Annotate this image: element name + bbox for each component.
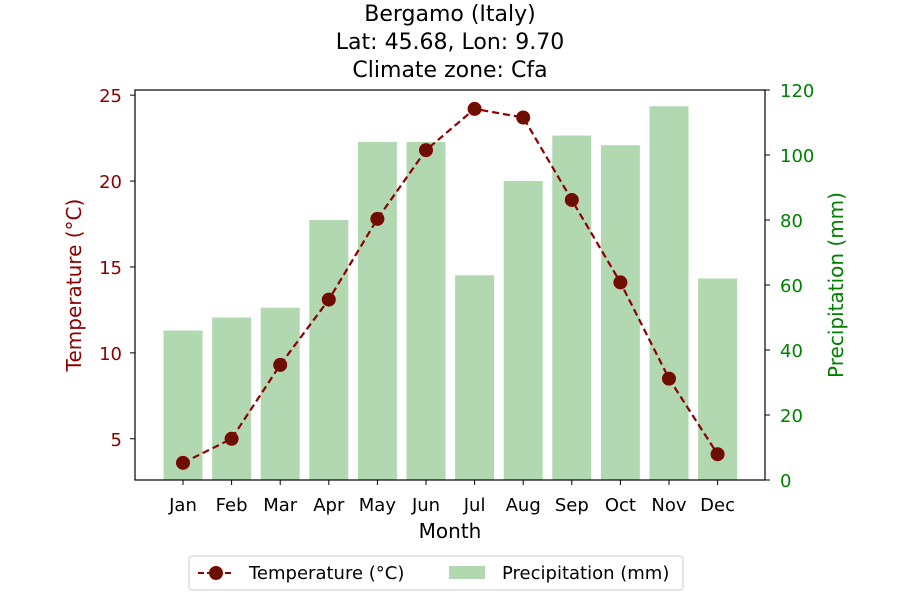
precipitation-bar-jan xyxy=(163,330,203,480)
right-tick-label: 120 xyxy=(780,81,814,102)
precipitation-bar-aug xyxy=(503,181,543,480)
precipitation-bar-sep xyxy=(552,135,592,480)
left-tick-label: 10 xyxy=(99,344,122,365)
temperature-line xyxy=(176,101,725,470)
legend-temperature-label: Temperature (°C) xyxy=(248,563,404,584)
x-axis-label: Month xyxy=(419,519,482,543)
left-tick-label: 20 xyxy=(99,172,122,193)
precipitation-bar-mar xyxy=(260,307,300,480)
x-tick-label: Dec xyxy=(700,495,735,516)
precipitation-bar-feb xyxy=(212,317,252,480)
temperature-point-jan xyxy=(176,455,190,470)
right-tick-label: 40 xyxy=(780,341,803,362)
temperature-point-nov xyxy=(662,371,676,386)
chart-title-line-1: Bergamo (Italy) xyxy=(364,2,536,27)
x-tick-label: Mar xyxy=(263,495,298,516)
right-axis-ticks: 0 20 40 60 80 100 120 xyxy=(765,81,814,492)
x-tick-label: Jun xyxy=(411,495,440,516)
right-tick-label: 0 xyxy=(780,471,791,492)
legend: Temperature (°C) Precipitation (mm) xyxy=(188,555,684,591)
left-tick-label: 5 xyxy=(111,430,122,451)
left-axis-ticks: 5 10 15 20 25 xyxy=(99,86,135,451)
x-tick-label: Oct xyxy=(605,495,636,516)
x-tick-label: May xyxy=(359,495,397,516)
precipitation-bar-apr xyxy=(309,220,349,480)
x-tick-label: Sep xyxy=(555,495,589,516)
temperature-point-mar xyxy=(273,357,288,372)
x-tick-label: Aug xyxy=(506,495,541,516)
chart-title-line-3: Climate zone: Cfa xyxy=(352,58,547,83)
legend-box xyxy=(188,555,684,591)
x-tick-label: Feb xyxy=(216,495,248,516)
temperature-point-oct xyxy=(613,275,628,290)
precipitation-bar-nov xyxy=(649,106,689,480)
legend-precipitation-label: Precipitation (mm) xyxy=(502,563,669,584)
temperature-line-path xyxy=(182,107,719,464)
temperature-point-feb xyxy=(224,431,239,446)
precipitation-bars xyxy=(163,106,738,480)
left-tick-label: 25 xyxy=(99,86,122,107)
temperature-point-jul xyxy=(467,101,482,116)
legend-temperature-marker xyxy=(209,566,223,580)
right-tick-label: 60 xyxy=(780,276,803,297)
precipitation-bar-jun xyxy=(406,142,446,480)
temperature-point-may xyxy=(370,211,385,226)
x-tick-label: Apr xyxy=(313,495,345,516)
x-tick-label: Jan xyxy=(168,495,197,516)
temperature-point-sep xyxy=(564,192,579,207)
legend-precipitation-swatch xyxy=(449,566,485,579)
right-tick-label: 20 xyxy=(780,406,803,427)
precipitation-bar-oct xyxy=(600,145,640,480)
temperature-point-dec xyxy=(710,447,725,462)
temperature-point-jun xyxy=(419,143,433,158)
precipitation-bar-dec xyxy=(698,278,738,480)
temperature-point-apr xyxy=(321,292,336,307)
right-axis-label: Precipitation (mm) xyxy=(824,192,848,378)
x-axis-ticks: Jan Feb Mar Apr May Jun Jul Aug Sep Oct Nov Dec xyxy=(168,480,735,516)
left-tick-label: 15 xyxy=(99,258,122,279)
x-tick-label: Jul xyxy=(463,495,486,516)
right-tick-label: 80 xyxy=(780,211,803,232)
x-tick-label: Nov xyxy=(651,495,686,516)
left-axis-label: Temperature (°C) xyxy=(62,199,86,373)
chart-title: Bergamo (Italy) Lat: 45.68, Lon: 9.70 Cl… xyxy=(336,2,564,83)
chart-title-line-2: Lat: 45.68, Lon: 9.70 xyxy=(336,30,564,55)
right-tick-label: 100 xyxy=(780,146,814,167)
precipitation-bar-may xyxy=(357,142,397,480)
precipitation-bar-jul xyxy=(455,275,495,480)
temperature-point-aug xyxy=(516,110,531,125)
